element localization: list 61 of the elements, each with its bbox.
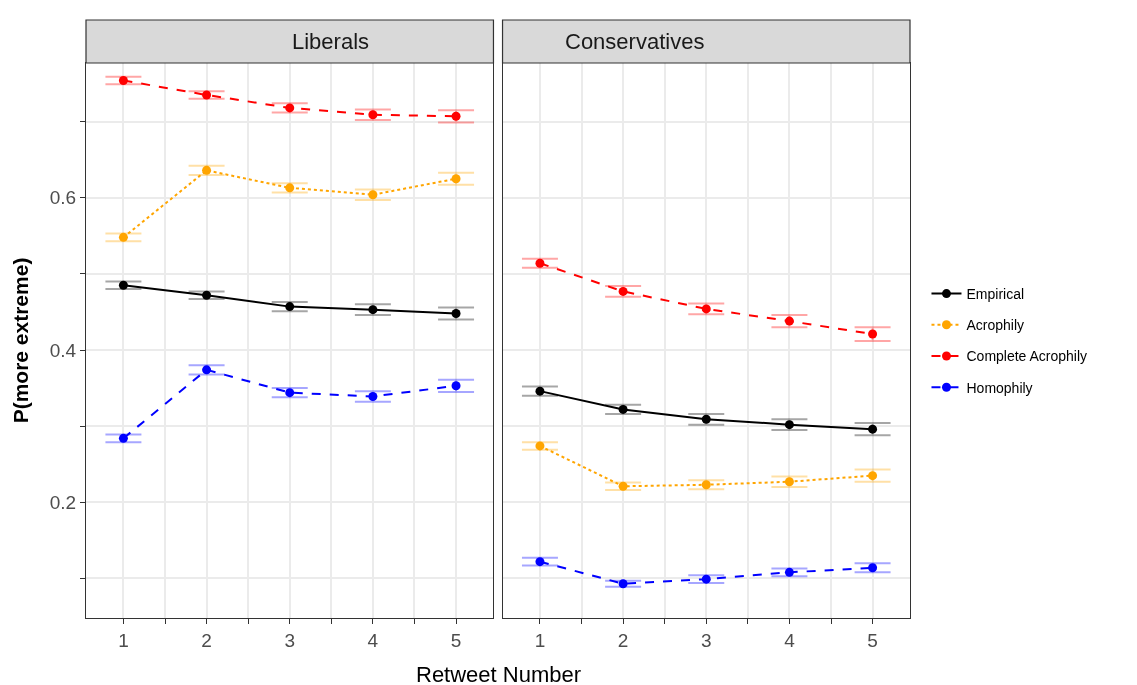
point xyxy=(618,286,628,296)
point xyxy=(868,424,878,434)
x-axis-title: Retweet Number xyxy=(416,662,582,685)
point xyxy=(784,420,794,430)
x-tick-label: 3 xyxy=(284,629,296,651)
point xyxy=(368,391,378,401)
point xyxy=(451,381,461,391)
legend-label: Acrophily xyxy=(966,317,1025,334)
y-tick-label: 0.2 xyxy=(49,491,77,513)
point xyxy=(701,574,711,584)
legend-label: Homophily xyxy=(966,379,1033,396)
point xyxy=(535,258,545,268)
point xyxy=(701,414,711,424)
point xyxy=(285,183,295,193)
point xyxy=(868,329,878,339)
point xyxy=(285,388,295,398)
point xyxy=(368,305,378,315)
point xyxy=(285,302,295,312)
point xyxy=(868,471,878,481)
point xyxy=(368,110,378,120)
legend-label: Empirical xyxy=(966,286,1025,303)
x-tick-label: 3 xyxy=(700,629,712,651)
point xyxy=(618,481,628,491)
x-tick-label: 2 xyxy=(617,629,629,651)
point xyxy=(868,563,878,573)
point xyxy=(701,480,711,490)
y-tick-label: 0.6 xyxy=(49,187,77,209)
point xyxy=(118,280,128,290)
point xyxy=(618,404,628,414)
point xyxy=(784,316,794,326)
point xyxy=(202,165,212,175)
point xyxy=(701,304,711,314)
point xyxy=(784,477,794,487)
x-tick-label: 5 xyxy=(867,629,878,651)
point xyxy=(118,232,128,242)
point xyxy=(535,557,545,567)
point xyxy=(202,290,212,300)
point xyxy=(535,441,545,451)
point xyxy=(451,111,461,121)
x-tick-label: 1 xyxy=(534,629,546,651)
point xyxy=(451,174,461,184)
point xyxy=(285,103,295,113)
point xyxy=(618,579,628,589)
x-tick-label: 4 xyxy=(367,629,379,651)
y-axis-title: P(more extreme) xyxy=(8,257,32,424)
chart-title: Conservatives xyxy=(565,29,705,54)
legend-label: Complete Acrophily xyxy=(966,348,1088,365)
x-tick-label: 5 xyxy=(450,629,462,651)
point xyxy=(202,365,212,375)
x-tick-label: 2 xyxy=(201,629,212,651)
point xyxy=(451,308,461,318)
y-tick-label: 0.4 xyxy=(49,339,77,361)
point xyxy=(118,433,128,443)
point xyxy=(368,190,378,200)
x-tick-label: 1 xyxy=(118,629,129,651)
x-tick-label: 4 xyxy=(784,629,796,651)
point xyxy=(784,567,794,577)
point xyxy=(535,386,545,396)
point xyxy=(202,90,212,100)
chart-title: Liberals xyxy=(292,29,370,54)
point xyxy=(118,76,128,86)
